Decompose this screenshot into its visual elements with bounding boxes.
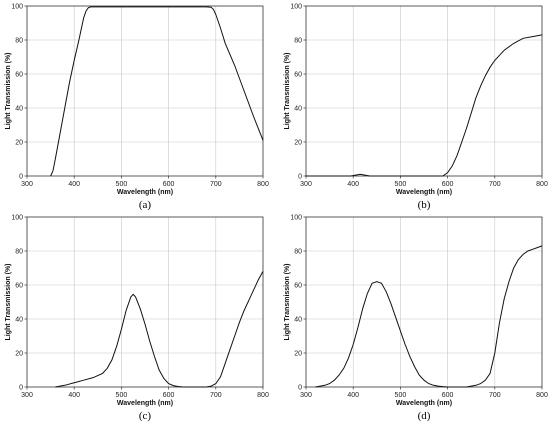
y-tick-label: 20 xyxy=(15,140,23,147)
panel-label: (c) xyxy=(139,410,152,422)
plot-frame xyxy=(305,216,543,388)
panel-label: (d) xyxy=(418,410,431,422)
x-tick-label: 400 xyxy=(347,392,359,399)
y-axis-label: Light Transmission (%) xyxy=(5,263,12,340)
y-tick-label: 100 xyxy=(290,215,302,222)
y-tick-label: 100 xyxy=(11,4,23,11)
x-tick-label: 500 xyxy=(116,392,128,399)
x-tick-label: 600 xyxy=(163,392,175,399)
series-line-0 xyxy=(306,34,543,177)
y-tick-label: 40 xyxy=(15,317,23,324)
plot-frame xyxy=(26,5,264,177)
plot-frame xyxy=(305,5,543,177)
x-tick-label: 800 xyxy=(536,181,548,188)
x-tick-label: 300 xyxy=(300,392,312,399)
x-tick-label: 600 xyxy=(163,181,175,188)
x-tick-label: 400 xyxy=(68,392,80,399)
x-axis-label: Wavelength (nm) xyxy=(396,400,452,407)
y-tick-label: 60 xyxy=(15,72,23,79)
x-tick-label: 600 xyxy=(442,392,454,399)
y-axis-label: Light Transmission (%) xyxy=(284,263,291,340)
y-tick-label: 80 xyxy=(294,38,302,45)
x-tick-label: 300 xyxy=(21,181,33,188)
y-axis-label: Light Transmission (%) xyxy=(5,52,12,129)
y-tick-label: 20 xyxy=(294,140,302,147)
plot-frame xyxy=(26,216,264,388)
x-tick-label: 400 xyxy=(347,181,359,188)
y-tick-label: 80 xyxy=(15,38,23,45)
x-tick-label: 500 xyxy=(395,392,407,399)
x-tick-label: 800 xyxy=(257,392,269,399)
x-tick-label: 500 xyxy=(116,181,128,188)
x-tick-label: 300 xyxy=(300,181,312,188)
y-tick-label: 60 xyxy=(15,283,23,290)
series-line-0 xyxy=(315,245,543,388)
y-tick-label: 100 xyxy=(290,4,302,11)
y-tick-label: 80 xyxy=(294,249,302,256)
y-tick-label: 0 xyxy=(298,174,302,181)
y-axis-label: Light Transmission (%) xyxy=(284,52,291,129)
y-tick-label: 40 xyxy=(294,106,302,113)
y-tick-label: 40 xyxy=(15,106,23,113)
x-tick-label: 400 xyxy=(68,181,80,188)
y-tick-label: 0 xyxy=(19,385,23,392)
x-tick-label: 600 xyxy=(442,181,454,188)
x-tick-label: 700 xyxy=(489,181,501,188)
x-axis-label: Wavelength (nm) xyxy=(396,189,452,196)
chart-panel-3: 300 400 500 600 700 800 0 20 40 60 80 100 Wavelength… xyxy=(284,215,548,423)
y-tick-label: 100 xyxy=(11,215,23,222)
y-tick-label: 80 xyxy=(15,249,23,256)
y-tick-label: 0 xyxy=(19,174,23,181)
x-tick-label: 700 xyxy=(489,392,501,399)
y-tick-label: 20 xyxy=(15,351,23,358)
y-tick-label: 20 xyxy=(294,351,302,358)
series-line-0 xyxy=(55,271,264,388)
panel-label: (b) xyxy=(418,199,431,211)
y-tick-label: 60 xyxy=(294,283,302,290)
x-tick-label: 700 xyxy=(210,181,222,188)
x-axis-label: Wavelength (nm) xyxy=(117,189,173,196)
x-tick-label: 800 xyxy=(536,392,548,399)
x-axis-label: Wavelength (nm) xyxy=(117,400,173,407)
x-tick-label: 800 xyxy=(257,181,269,188)
chart-panel-1: 300 400 500 600 700 800 0 20 40 60 80 100 Wavelength… xyxy=(284,4,548,212)
y-tick-label: 60 xyxy=(294,72,302,79)
x-tick-label: 300 xyxy=(21,392,33,399)
chart-panel-2: 300 400 500 600 700 800 0 20 40 60 80 100 Wavelength… xyxy=(5,215,269,423)
panel-label: (a) xyxy=(139,199,152,211)
y-tick-label: 40 xyxy=(294,317,302,324)
series-line-0 xyxy=(50,6,264,177)
x-tick-label: 500 xyxy=(395,181,407,188)
x-tick-label: 700 xyxy=(210,392,222,399)
y-tick-label: 0 xyxy=(298,385,302,392)
chart-panel-0: 300 400 500 600 700 800 0 20 40 60 80 100 Wavelength… xyxy=(5,4,269,212)
